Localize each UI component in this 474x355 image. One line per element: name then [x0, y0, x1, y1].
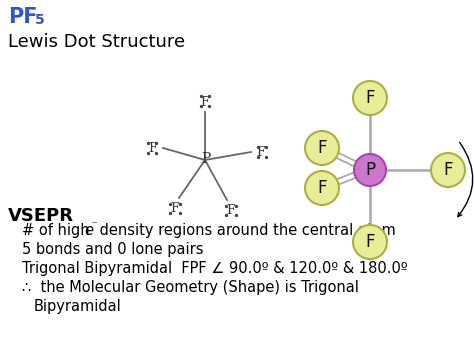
Text: F: F — [201, 95, 210, 109]
Text: density regions around the central atom: density regions around the central atom — [95, 223, 396, 238]
Text: PF: PF — [8, 7, 37, 27]
Text: Trigonal Bipyramidal  FPF ∠ 90.0º & 120.0º & 180.0º: Trigonal Bipyramidal FPF ∠ 90.0º & 120.0… — [22, 261, 408, 276]
Text: F: F — [317, 179, 327, 197]
Text: F: F — [227, 203, 235, 217]
Text: F: F — [149, 142, 157, 154]
Text: ⁻: ⁻ — [91, 220, 97, 230]
Text: P: P — [201, 152, 210, 166]
Text: # of high: # of high — [22, 223, 94, 238]
FancyArrowPatch shape — [458, 142, 473, 217]
Circle shape — [354, 154, 386, 186]
Text: Bipyramidal: Bipyramidal — [34, 299, 122, 314]
Circle shape — [431, 153, 465, 187]
Text: Lewis Dot Structure: Lewis Dot Structure — [8, 33, 185, 51]
Text: 5 bonds and 0 lone pairs: 5 bonds and 0 lone pairs — [22, 242, 203, 257]
Text: F: F — [317, 139, 327, 157]
Circle shape — [353, 225, 387, 259]
Circle shape — [353, 81, 387, 115]
Text: e: e — [84, 223, 93, 238]
Text: ∴  the Molecular Geometry (Shape) is Trigonal: ∴ the Molecular Geometry (Shape) is Trig… — [22, 280, 359, 295]
Text: P: P — [365, 161, 375, 179]
Text: F: F — [257, 146, 265, 158]
Text: F: F — [365, 233, 375, 251]
Text: VSEPR: VSEPR — [8, 207, 74, 225]
Text: 5: 5 — [35, 13, 45, 27]
Text: F: F — [443, 161, 453, 179]
Circle shape — [305, 131, 339, 165]
Text: F: F — [365, 89, 375, 107]
Circle shape — [305, 171, 339, 205]
Text: F: F — [171, 202, 179, 214]
